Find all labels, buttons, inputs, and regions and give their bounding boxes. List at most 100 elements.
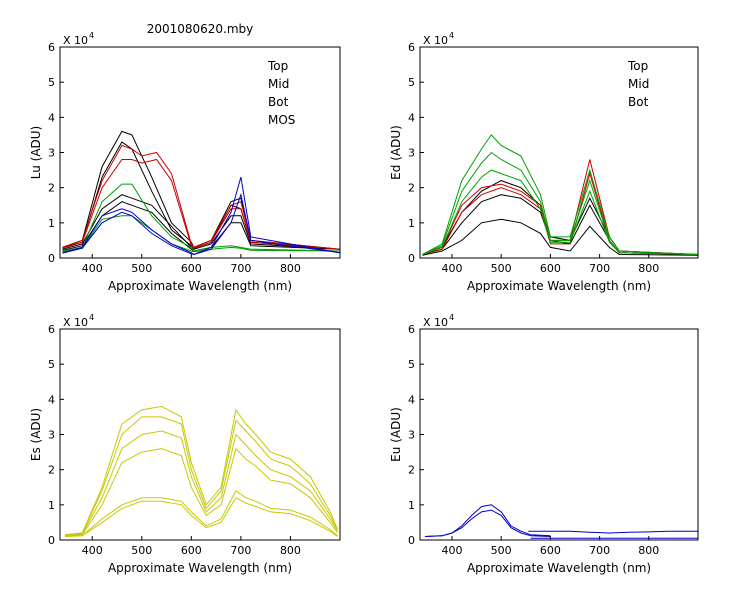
eu-y-multiplier: X 10 <box>423 316 448 329</box>
es-xtick-label: 400 <box>82 544 103 557</box>
ed-x-axis-label: Approximate Wavelength (nm) <box>467 279 651 293</box>
ed-xtick-label: 800 <box>638 262 659 275</box>
lu-legend-entry: Bot <box>268 95 289 109</box>
eu-x-axis-label: Approximate Wavelength (nm) <box>467 561 651 575</box>
ed-ytick-label: 5 <box>408 76 415 89</box>
ed-series-line <box>422 169 698 255</box>
es-series-line <box>64 405 338 536</box>
ed-ytick-label: 2 <box>408 182 415 195</box>
eu-ytick-label: 3 <box>408 429 415 442</box>
ed-ytick-label: 4 <box>408 111 415 124</box>
lu-legend-entry: Top <box>267 59 288 73</box>
lu-series-line <box>62 144 340 250</box>
ed-axes-frame <box>419 46 699 259</box>
es-xtick-label: 600 <box>181 544 202 557</box>
ed-y-exponent: 4 <box>449 31 454 40</box>
figure-title: 2001080620.mby <box>146 22 254 36</box>
eu-xtick-label: 500 <box>491 544 512 557</box>
es-xtick-label: 700 <box>230 544 251 557</box>
ed-y-axis-label: Ed (ADU) <box>389 125 403 180</box>
ed-series-line <box>422 218 698 256</box>
ed-legend-entry: Bot <box>628 95 649 109</box>
eu-xtick-label: 400 <box>441 544 462 557</box>
es-ytick-label: 2 <box>48 464 55 477</box>
lu-ytick-label: 4 <box>48 111 55 124</box>
lu-ytick-label: 0 <box>48 252 55 265</box>
es-y-multiplier: X 10 <box>63 316 88 329</box>
ed-y-multiplier: X 10 <box>423 34 448 47</box>
es-xtick-label: 500 <box>131 544 152 557</box>
ed-xtick-label: 500 <box>491 262 512 275</box>
lu-y-axis-label: Lu (ADU) <box>29 126 43 180</box>
ed-xtick-label: 400 <box>441 262 462 275</box>
es-ytick-label: 5 <box>48 358 55 371</box>
lu-legend-entry: MOS <box>268 113 295 127</box>
ed-legend-entry: Mid <box>628 77 649 91</box>
lu-axes-frame <box>59 46 341 259</box>
lu-xtick-label: 400 <box>82 262 103 275</box>
ed-series-line <box>422 151 698 255</box>
lu-ytick-label: 5 <box>48 76 55 89</box>
eu-ytick-label: 1 <box>408 499 415 512</box>
es-ytick-label: 1 <box>48 499 55 512</box>
eu-xtick-label: 600 <box>540 544 561 557</box>
lu-ytick-label: 6 <box>48 41 55 54</box>
lu-series-line <box>62 215 340 253</box>
eu-ytick-label: 2 <box>408 464 415 477</box>
eu-ytick-label: 6 <box>408 323 415 336</box>
eu-series-line <box>424 504 551 537</box>
es-series-line <box>64 416 338 536</box>
eu-y-axis-label: Eu (ADU) <box>389 407 403 462</box>
lu-series-line <box>62 176 340 256</box>
es-ytick-label: 4 <box>48 393 55 406</box>
lu-ytick-label: 1 <box>48 217 55 230</box>
lu-y-exponent: 4 <box>89 31 94 40</box>
eu-series-line <box>528 530 698 534</box>
eu-xtick-label: 700 <box>589 544 610 557</box>
eu-ytick-label: 5 <box>408 358 415 371</box>
ed-ytick-label: 6 <box>408 41 415 54</box>
ed-ytick-label: 3 <box>408 147 415 160</box>
eu-series-line <box>424 509 551 537</box>
es-y-exponent: 4 <box>89 313 94 322</box>
eu-ytick-label: 4 <box>408 393 415 406</box>
es-y-axis-label: Es (ADU) <box>29 408 43 461</box>
ed-xtick-label: 600 <box>540 262 561 275</box>
lu-xtick-label: 500 <box>131 262 152 275</box>
lu-x-axis-label: Approximate Wavelength (nm) <box>108 279 292 293</box>
es-series-line <box>64 490 338 537</box>
lu-xtick-label: 600 <box>181 262 202 275</box>
lu-series-line <box>62 183 340 252</box>
eu-ytick-label: 0 <box>408 534 415 547</box>
lu-series-line <box>62 141 340 250</box>
lu-ytick-label: 3 <box>48 147 55 160</box>
ed-legend-entry: Top <box>627 59 648 73</box>
ed-ytick-label: 0 <box>408 252 415 265</box>
lu-legend-entry: Mid <box>268 77 289 91</box>
eu-y-exponent: 4 <box>449 313 454 322</box>
es-ytick-label: 0 <box>48 534 55 547</box>
lu-series-line <box>62 158 340 250</box>
lu-series-line <box>62 201 340 252</box>
eu-axes-frame <box>419 328 699 541</box>
lu-xtick-label: 700 <box>230 262 251 275</box>
es-xtick-label: 800 <box>280 544 301 557</box>
lu-series-line <box>62 130 340 250</box>
es-ytick-label: 6 <box>48 323 55 336</box>
ed-ytick-label: 1 <box>408 217 415 230</box>
es-series-line <box>64 430 338 537</box>
lu-y-multiplier: X 10 <box>63 34 88 47</box>
lu-series-line <box>62 194 340 250</box>
es-series-line <box>64 497 338 537</box>
es-axes-frame <box>59 328 341 541</box>
lu-series-line <box>62 192 340 256</box>
es-x-axis-label: Approximate Wavelength (nm) <box>108 561 292 575</box>
ed-xtick-label: 700 <box>589 262 610 275</box>
es-ytick-label: 3 <box>48 429 55 442</box>
es-series-line <box>64 447 338 537</box>
